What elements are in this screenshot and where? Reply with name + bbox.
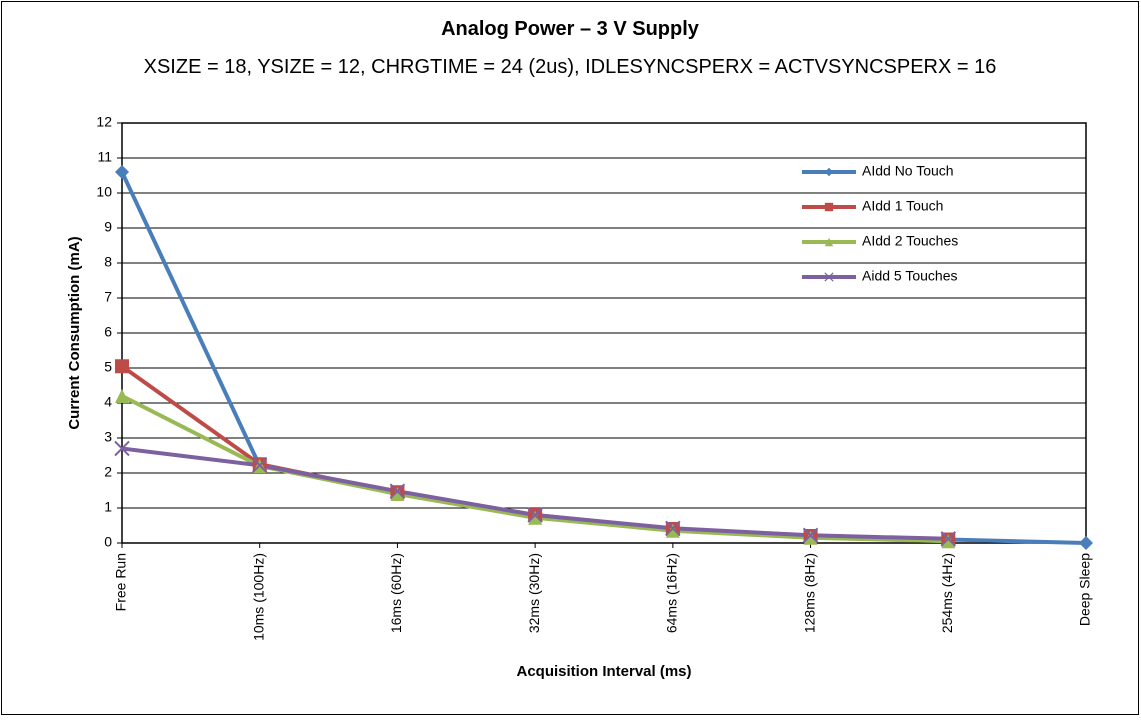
x-tick-label: 10ms (100Hz) <box>250 553 266 641</box>
y-tick-label: 0 <box>104 534 112 550</box>
marker <box>941 534 956 549</box>
x-tick-label: 64ms (16Hz) <box>664 553 680 633</box>
x-axis-title: Acquisition Interval (ms) <box>516 663 691 680</box>
marker <box>390 487 405 501</box>
legend-marker <box>824 237 834 247</box>
legend-label: AIdd 2 Touches <box>862 233 958 249</box>
y-tick-label: 3 <box>104 429 112 445</box>
x-tick-label: 254ms (4Hz) <box>939 553 955 633</box>
marker <box>115 165 129 179</box>
y-tick-label: 11 <box>97 149 112 165</box>
y-tick-label: 1 <box>104 499 112 515</box>
marker <box>802 527 819 544</box>
y-tick-label: 10 <box>96 184 112 200</box>
y-tick-label: 9 <box>104 219 112 235</box>
y-tick-label: 4 <box>104 394 112 410</box>
x-tick-label: 16ms (60Hz) <box>388 553 404 633</box>
y-tick-label: 7 <box>104 289 112 305</box>
marker <box>115 389 129 403</box>
chart-subtitle: XSIZE = 18, YSIZE = 12, CHRGTIME = 24 (2… <box>144 56 997 78</box>
marker <box>940 531 956 547</box>
x-tick-label: Deep Sleep <box>1077 553 1093 626</box>
marker <box>803 530 818 545</box>
marker <box>115 359 129 374</box>
legend-marker <box>824 167 834 177</box>
x-tick-label: Free Run <box>113 553 129 611</box>
x-tick-label: 32ms (30Hz) <box>526 553 542 633</box>
y-tick-label: 5 <box>104 359 112 375</box>
y-tick-label: 6 <box>104 324 112 340</box>
chart-title: Analog Power – 3 V Supply <box>441 18 700 40</box>
y-tick-label: 12 <box>96 114 112 130</box>
legend-label: AIdd No Touch <box>862 163 954 179</box>
y-axis-title: Current Consumption (mA) <box>66 236 83 429</box>
marker <box>1079 536 1093 550</box>
marker <box>252 457 268 474</box>
marker <box>528 510 543 525</box>
legend-marker <box>824 272 834 282</box>
x-tick-label: 128ms (8Hz) <box>801 553 817 633</box>
marker <box>527 507 543 523</box>
marker <box>665 523 680 538</box>
legend-label: Aidd 5 Touches <box>862 268 957 284</box>
y-tick-label: 2 <box>104 464 112 480</box>
plot-area-border <box>121 122 1087 544</box>
marker <box>389 483 406 499</box>
legend-marker <box>824 202 834 212</box>
marker <box>665 520 681 537</box>
legend-label: AIdd 1 Touch <box>862 198 943 214</box>
y-tick-label: 8 <box>104 254 112 270</box>
marker <box>114 440 130 457</box>
